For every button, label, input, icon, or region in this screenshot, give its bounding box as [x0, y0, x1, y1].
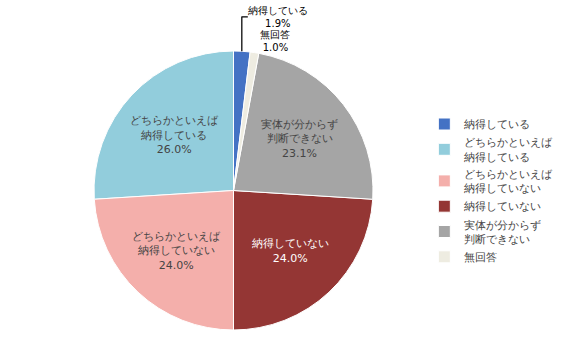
svg-text:無回答1.0%: 無回答1.0% [260, 29, 290, 53]
svg-text:どちらかといえば納得していない: どちらかといえば納得していない [464, 168, 553, 195]
svg-text:どちらかといえば納得していない24.0%: どちらかといえば納得していない24.0% [132, 230, 221, 272]
svg-text:どちらかといえば納得している: どちらかといえば納得している [464, 136, 553, 163]
svg-text:納得していない24.0%: 納得していない24.0% [252, 237, 329, 264]
svg-text:実体が分からず判断できない: 実体が分からず判断できない [464, 219, 541, 246]
svg-text:納得していない: 納得していない [464, 200, 541, 213]
svg-text:納得している1.9%: 納得している1.9% [248, 5, 308, 29]
svg-text:無回答: 無回答 [464, 251, 497, 264]
svg-text:どちらかといえば納得している26.0%: どちらかといえば納得している26.0% [130, 114, 219, 156]
svg-text:納得している: 納得している [464, 118, 530, 131]
svg-text:実体が分からず判断できない23.1%: 実体が分からず判断できない23.1% [261, 118, 338, 160]
